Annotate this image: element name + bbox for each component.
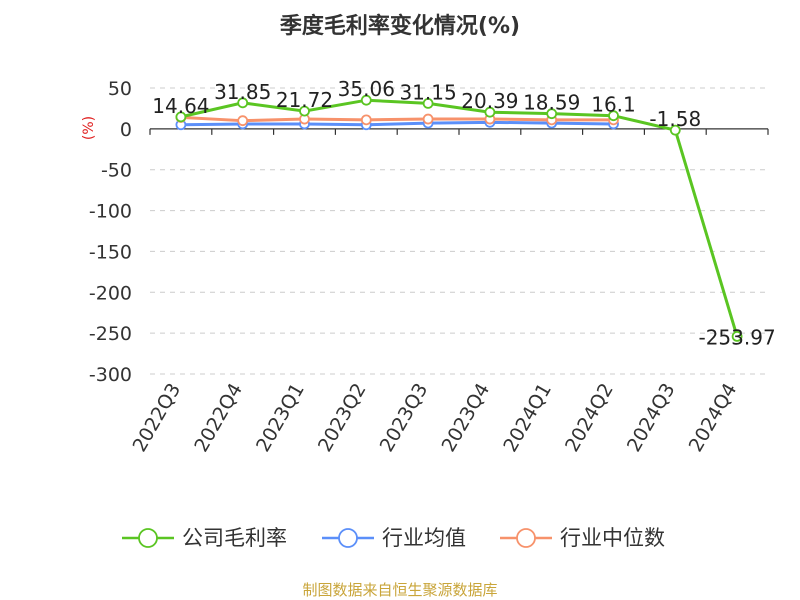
data-label: -253.97: [698, 325, 775, 349]
series-line-1: [180, 120, 614, 127]
data-label: -1.58: [649, 107, 701, 131]
y-tick-label: -100: [89, 201, 132, 223]
legend[interactable]: 公司毛利率 行业均值 行业中位数: [122, 526, 665, 550]
legend-item[interactable]: 行业均值: [322, 526, 466, 550]
data-label: 14.64: [152, 94, 209, 118]
x-tick-label: 2023Q3: [376, 380, 433, 456]
data-label: 35.06: [338, 77, 395, 101]
series-line-2: [180, 115, 614, 123]
data-point: [299, 105, 310, 117]
x-tick-label: 2024Q1: [499, 380, 556, 456]
series-lines: [175, 94, 743, 342]
legend-label: 行业中位数: [560, 526, 665, 550]
data-point: [546, 108, 558, 120]
x-tick-label: 2022Q4: [190, 380, 247, 456]
y-tick-label: -300: [89, 364, 132, 386]
data-point: [360, 114, 372, 126]
legend-marker: [138, 528, 158, 548]
data-point: [731, 330, 743, 342]
x-tick-label: 2024Q2: [561, 380, 618, 456]
y-tick-label: -50: [101, 160, 132, 182]
chart-title: 季度毛利率变化情况(%): [280, 13, 520, 39]
x-tick-label: 2023Q1: [252, 380, 309, 456]
data-point: [484, 106, 496, 118]
data-point: [360, 94, 372, 106]
data-point: [237, 115, 249, 127]
legend-label: 行业均值: [382, 526, 466, 550]
data-label: 21.72: [276, 88, 333, 112]
x-tick-label: 2024Q4: [685, 380, 742, 456]
legend-marker: [516, 528, 536, 548]
y-axis-label: (%): [81, 116, 97, 140]
x-tick-label: 2023Q4: [437, 380, 494, 456]
legend-item[interactable]: 行业中位数: [500, 526, 665, 550]
y-tick-label: -250: [89, 323, 132, 345]
data-point: [608, 110, 619, 122]
source-note: 制图数据来自恒生聚源数据库: [302, 581, 497, 599]
data-label: 20.39: [461, 89, 518, 113]
gridlines: [150, 87, 768, 375]
data-point: [422, 113, 434, 125]
legend-marker: [338, 528, 358, 548]
data-label: 31.15: [399, 80, 456, 104]
y-tick-label: -150: [89, 241, 132, 263]
y-axis-ticks: 50 0 -50 -100 -150 -200 -250 -300: [89, 78, 132, 386]
data-point: [175, 111, 187, 123]
x-axis-ticks: 2022Q3 2022Q4 2023Q1 2023Q2 2023Q3 2023Q4 2024…: [128, 380, 741, 456]
data-point: [422, 98, 434, 109]
data-label: 31.85: [214, 80, 271, 104]
x-tick-label: 2023Q2: [314, 380, 371, 456]
data-label: 18.59: [523, 91, 580, 115]
y-tick-label: 0: [120, 119, 132, 141]
legend-item[interactable]: 公司毛利率: [122, 526, 287, 550]
data-point: [237, 97, 249, 109]
series-line-0: [180, 98, 739, 337]
y-tick-label: -200: [89, 282, 132, 304]
x-tick-label: 2022Q3: [128, 380, 185, 456]
legend-label: 公司毛利率: [182, 526, 287, 550]
data-label: 16.1: [591, 93, 636, 117]
data-point: [669, 124, 681, 136]
y-tick-label: 50: [108, 78, 132, 100]
x-tick-label: 2024Q3: [623, 380, 680, 456]
